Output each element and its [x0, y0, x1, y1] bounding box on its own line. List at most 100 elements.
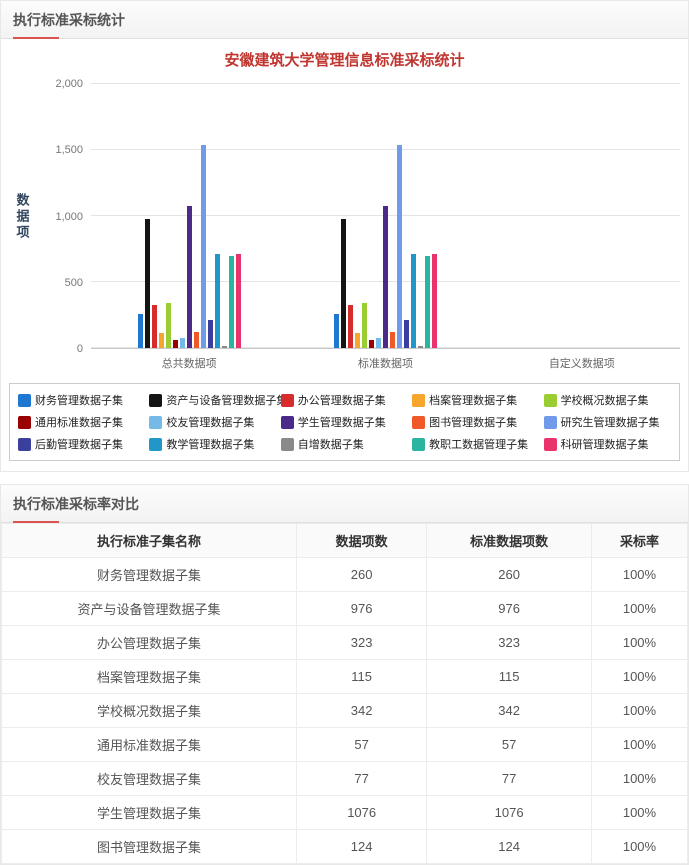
plot-area [91, 83, 680, 349]
table-row: 学校概况数据子集 342 342 100% [1, 693, 689, 728]
legend-item-label: 通用标准数据子集 [35, 417, 123, 429]
legend-item[interactable]: 通用标准数据子集 [16, 411, 147, 433]
bar [417, 346, 423, 348]
table-cell: 通用标准数据子集 [1, 727, 297, 762]
table-cell: 100% [590, 591, 689, 626]
legend-item-label: 科研管理数据子集 [560, 439, 649, 451]
legend-item[interactable]: 档案管理数据子集 [410, 389, 541, 411]
legend-item[interactable]: 资产与设备管理数据子集 [147, 389, 287, 411]
gridline [91, 83, 680, 84]
table-cell: 260 [426, 557, 592, 592]
legend-swatch-icon [543, 393, 557, 407]
y-axis-label: 数据项 [14, 192, 30, 241]
chart-legend: 财务管理数据子集 资产与设备管理数据子集 办公管理数据子集 档案管理数据子集 学校概况数… [9, 383, 680, 461]
bar [179, 337, 185, 348]
chart-panel-title: 执行标准采标统计 [13, 12, 125, 28]
header-accent-bar [13, 37, 59, 39]
bar [347, 305, 353, 348]
legend-item[interactable]: 科研管理数据子集 [542, 433, 673, 455]
table-cell: 115 [426, 659, 592, 694]
legend-item[interactable]: 后勤管理数据子集 [16, 433, 147, 455]
table-cell: 100% [590, 727, 689, 762]
legend-swatch-icon [18, 437, 31, 451]
legend-swatch-icon [18, 393, 31, 407]
table-cell: 342 [295, 693, 428, 728]
table-cell: 124 [426, 829, 592, 864]
table-cell: 77 [426, 761, 592, 796]
legend-swatch-icon [149, 437, 163, 451]
bar [375, 337, 381, 348]
legend-item-label: 财务管理数据子集 [35, 395, 123, 407]
legend-item[interactable]: 教学管理数据子集 [147, 433, 278, 455]
bar [340, 219, 346, 348]
table-column-header: 采标率 [590, 523, 689, 558]
legend-item[interactable]: 学校概况数据子集 [542, 389, 673, 411]
legend-item[interactable]: 自增数据子集 [279, 433, 410, 455]
chart-title: 安徽建筑大学管理信息标准采标统计 [224, 52, 465, 69]
table-panel-header: 执行标准采标率对比 [1, 485, 688, 523]
legend-swatch-icon [18, 415, 31, 429]
legend-item-label: 学生管理数据子集 [297, 417, 386, 429]
table-cell: 学校概况数据子集 [1, 693, 297, 728]
legend-item[interactable]: 学生管理数据子集 [279, 411, 410, 433]
table-cell: 财务管理数据子集 [1, 557, 297, 592]
bar [200, 145, 206, 348]
x-category-label: 总共数据项 [161, 358, 217, 370]
x-category-label: 标准数据项 [357, 358, 413, 370]
table-cell: 100% [590, 761, 689, 796]
bar [193, 331, 199, 348]
table-cell: 57 [426, 727, 592, 762]
legend-item[interactable]: 图书管理数据子集 [410, 411, 541, 433]
bar [172, 340, 178, 348]
bar [410, 254, 416, 348]
table-column-header: 数据项数 [295, 523, 428, 558]
chart-body: 数据项 0 500 1,000 1,500 2,000 [9, 78, 680, 355]
bar [403, 320, 409, 348]
bar [158, 332, 164, 348]
bar-chart: 安徽建筑大学管理信息标准采标统计 数据项 0 500 1,000 1,500 2,000… [1, 39, 688, 471]
legend-item[interactable]: 财务管理数据子集 [16, 389, 147, 411]
legend-swatch-icon [280, 415, 294, 429]
bar [368, 340, 374, 348]
bar [221, 346, 227, 348]
gridline [91, 149, 680, 150]
compare-table: 执行标准子集名称 数据项数 标准数据项数 采标率 财务管理数据子集 260 260 100%… [1, 523, 689, 864]
bar [361, 302, 367, 348]
x-category-label: 自定义数据项 [548, 358, 615, 370]
bar-group [484, 84, 680, 348]
legend-item[interactable]: 教职工数据管理子集 [410, 433, 541, 455]
legend-item[interactable]: 研究生管理数据子集 [542, 411, 673, 433]
table-cell: 档案管理数据子集 [1, 659, 297, 694]
header-accent-bar [13, 521, 59, 523]
legend-item[interactable]: 办公管理数据子集 [279, 389, 410, 411]
legend-item-label: 办公管理数据子集 [297, 395, 386, 407]
table-header-row: 执行标准子集名称 数据项数 标准数据项数 采标率 [1, 523, 689, 558]
bar [214, 254, 220, 348]
legend-item-label: 学校概况数据子集 [560, 395, 649, 407]
legend-swatch-icon [412, 393, 426, 407]
table-cell: 342 [426, 693, 592, 728]
table-cell: 100% [590, 795, 689, 830]
legend-item[interactable]: 校友管理数据子集 [147, 411, 278, 433]
legend-swatch-icon [149, 415, 163, 429]
legend-item-label: 资产与设备管理数据子集 [166, 395, 288, 407]
table-cell: 100% [590, 625, 689, 660]
table-row: 图书管理数据子集 124 124 100% [1, 829, 689, 864]
chart-panel: 执行标准采标统计 安徽建筑大学管理信息标准采标统计 数据项 0 500 1,000 1… [0, 0, 689, 472]
y-axis-ticks: 0 500 1,000 1,500 2,000 [35, 78, 91, 355]
table-row: 财务管理数据子集 260 260 100% [1, 557, 689, 592]
x-axis-labels: 总共数据项 标准数据项 自定义数据项 [91, 349, 680, 371]
y-tick-label: 500 [64, 276, 83, 289]
bar [186, 205, 192, 348]
legend-item-label: 教学管理数据子集 [166, 439, 255, 451]
bar-group [91, 84, 287, 348]
bar [228, 255, 234, 348]
table-cell: 1076 [295, 795, 428, 830]
table-row: 办公管理数据子集 323 323 100% [1, 625, 689, 660]
table-cell: 100% [590, 829, 689, 864]
table-cell: 260 [295, 557, 428, 592]
table-panel: 执行标准采标率对比 执行标准子集名称 数据项数 标准数据项数 采标率 财务管理数据子集… [0, 484, 689, 865]
bar [424, 255, 430, 348]
table-row: 通用标准数据子集 57 57 100% [1, 727, 689, 762]
